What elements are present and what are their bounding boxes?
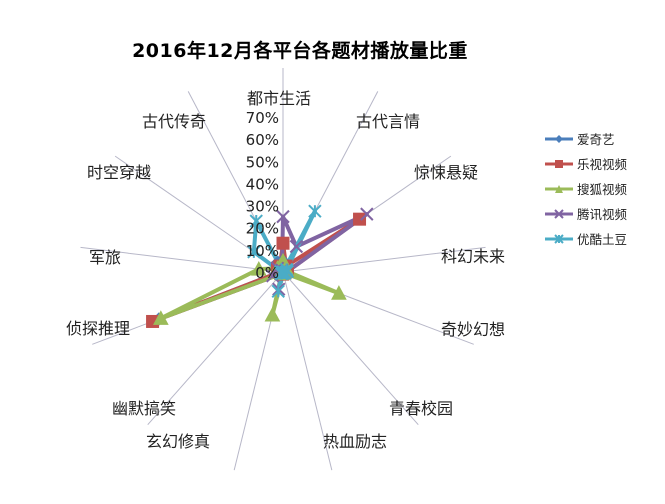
data-point <box>264 306 281 322</box>
legend-item: 腾讯视频 <box>545 201 627 226</box>
radar-leader <box>436 246 486 254</box>
radar-leader <box>385 387 419 426</box>
data-point <box>289 239 304 254</box>
radial-tick-label: 70% <box>246 109 279 127</box>
data-point <box>249 214 263 228</box>
data-point <box>271 284 285 299</box>
radial-tick-label: 20% <box>246 220 279 238</box>
data-point <box>353 212 367 226</box>
category-label: 军旅 <box>89 248 121 267</box>
radar-leader <box>80 246 130 254</box>
legend-item: 乐视视频 <box>545 151 627 176</box>
radial-tick-label: 60% <box>246 131 279 149</box>
radar-leader <box>147 387 181 426</box>
category-label: 时空穿越 <box>87 163 151 182</box>
category-label: 科幻未来 <box>441 247 505 266</box>
radar-leader <box>233 422 247 471</box>
radar-leader <box>410 155 452 185</box>
category-label: 热血励志 <box>323 432 387 451</box>
data-point <box>153 310 169 325</box>
radial-tick-label: 40% <box>246 175 279 193</box>
legend-item: 爱奇艺 <box>545 126 627 151</box>
radial-tick-label: 0% <box>255 264 279 282</box>
legend: 爱奇艺乐视视频搜狐视频腾讯视频优酷土豆 <box>545 126 627 251</box>
category-label: 青春校园 <box>389 399 453 418</box>
category-label: 奇妙幻想 <box>441 320 505 339</box>
radar-leader <box>92 326 139 345</box>
legend-swatch <box>545 134 573 143</box>
data-point <box>274 265 288 279</box>
data-point <box>250 261 267 276</box>
radial-tick-label: 30% <box>246 198 279 216</box>
category-label: 惊悚悬疑 <box>414 163 478 182</box>
legend-swatch <box>545 208 573 219</box>
category-label: 侦探推理 <box>66 319 130 338</box>
data-point <box>308 204 322 218</box>
radial-tick-label: 10% <box>246 242 279 260</box>
chart-title: 2016年12月各平台各题材播放量比重 <box>132 40 468 62</box>
category-label: 古代传奇 <box>142 112 206 131</box>
radar-labels: 0% 10% 20% 30% 40% 50% 60% 70%都市生活古代言情惊悚悬疑科幻未来奇… <box>66 89 505 451</box>
legend-item: 优酷土豆 <box>545 226 627 251</box>
legend-item: 搜狐视频 <box>545 176 627 201</box>
data-point <box>360 207 374 221</box>
legend-label: 搜狐视频 <box>577 182 628 197</box>
data-point <box>276 209 290 224</box>
legend-label: 乐视视频 <box>577 157 628 172</box>
category-label: 都市生活 <box>247 89 311 108</box>
category-label: 古代言情 <box>356 112 420 131</box>
legend-swatch <box>545 233 573 244</box>
radar-leader <box>187 91 212 135</box>
legend-label: 腾讯视频 <box>577 207 628 222</box>
radar-leader <box>114 155 156 185</box>
legend-swatch <box>545 184 573 193</box>
radar-leader <box>319 422 333 471</box>
category-label: 玄幻修真 <box>146 432 210 451</box>
radar-spoke <box>282 271 321 423</box>
legend-label: 爱奇艺 <box>577 132 615 147</box>
legend-label: 优酷土豆 <box>577 232 628 247</box>
legend-swatch <box>545 159 573 168</box>
radial-tick-label: 50% <box>246 153 279 171</box>
radar-leader <box>427 326 474 345</box>
data-point <box>331 285 347 300</box>
radar-spoke <box>282 271 387 389</box>
radar-leader <box>354 91 379 135</box>
radar-spoke <box>179 271 284 389</box>
radar-markers <box>146 204 374 328</box>
data-point <box>276 236 290 250</box>
radar-spoke <box>282 252 437 273</box>
category-label: 幽默搞笑 <box>112 399 176 418</box>
data-point <box>247 245 261 259</box>
